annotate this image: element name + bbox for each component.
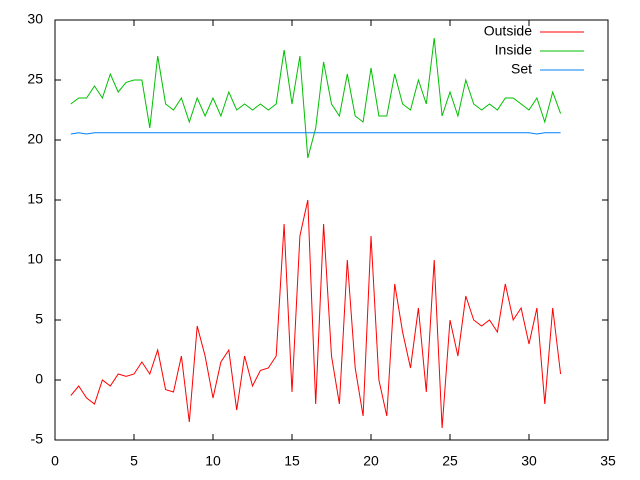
y-tick-label: 30 bbox=[27, 11, 43, 27]
y-tick-label: 0 bbox=[35, 371, 43, 387]
legend-label: Outside bbox=[484, 23, 532, 39]
y-tick-label: 15 bbox=[27, 191, 43, 207]
y-tick-label: 5 bbox=[35, 311, 43, 327]
legend-label: Set bbox=[511, 61, 532, 77]
legend-label: Inside bbox=[495, 42, 533, 58]
series-line bbox=[70, 199, 562, 429]
plot-border bbox=[54, 19, 609, 441]
y-tick-label: -5 bbox=[31, 431, 44, 447]
series-line bbox=[70, 132, 561, 135]
y-tick-label: 25 bbox=[27, 71, 43, 87]
x-tick-label: 0 bbox=[51, 453, 59, 469]
x-tick-label: 20 bbox=[363, 453, 379, 469]
series-line bbox=[70, 37, 562, 159]
x-tick-label: 15 bbox=[284, 453, 300, 469]
x-tick-label: 5 bbox=[130, 453, 138, 469]
x-tick-label: 25 bbox=[442, 453, 458, 469]
y-tick-label: 20 bbox=[27, 131, 43, 147]
y-tick-label: 10 bbox=[27, 251, 43, 267]
x-tick-label: 35 bbox=[600, 453, 616, 469]
x-tick-label: 10 bbox=[205, 453, 221, 469]
x-tick-label: 30 bbox=[521, 453, 537, 469]
